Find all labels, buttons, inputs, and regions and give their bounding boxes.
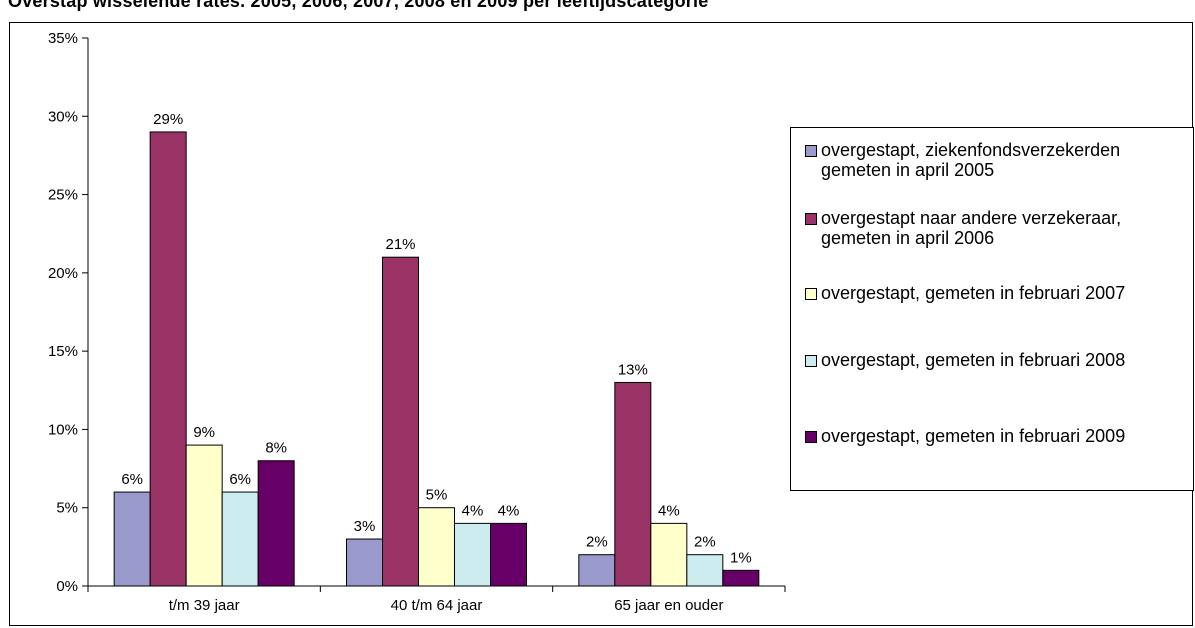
- y-tick-label: 20%: [48, 265, 78, 282]
- bars-group: [113, 131, 760, 587]
- legend-label-2008: overgestapt, gemeten in februari 2008: [821, 350, 1126, 370]
- y-tick-label: 5%: [56, 500, 78, 517]
- data-label: 5%: [426, 487, 448, 504]
- bar-series-5: [490, 522, 527, 587]
- bar-series-3: [185, 444, 223, 587]
- data-label: 4%: [462, 502, 484, 519]
- legend-item-2005: overgestapt, ziekenfondsverzekerden geme…: [805, 140, 1181, 180]
- legend-item-2009: overgestapt, gemeten in februari 2009: [805, 426, 1181, 446]
- data-label: 6%: [121, 471, 143, 488]
- legend: overgestapt, ziekenfondsverzekerden geme…: [790, 127, 1194, 491]
- data-label: 4%: [658, 502, 680, 519]
- bar-series-3: [418, 507, 455, 587]
- chart-title: Overstap wisselende rates. 2005, 2006, 2…: [8, 0, 709, 11]
- bar-series-1: [578, 554, 616, 587]
- legend-swatch-2005: [805, 145, 817, 157]
- data-label: 8%: [265, 440, 287, 457]
- bar-series-4: [686, 554, 724, 587]
- bar-series-3: [650, 522, 688, 587]
- legend-label-2009: overgestapt, gemeten in februari 2009: [821, 426, 1126, 446]
- data-label: 1%: [730, 549, 752, 566]
- bar-series-2: [149, 131, 187, 587]
- data-label: 29%: [153, 111, 183, 128]
- y-tick-label: 35%: [48, 30, 78, 47]
- legend-item-2007: overgestapt, gemeten in februari 2007: [805, 283, 1181, 303]
- legend-swatch-2007: [805, 288, 817, 300]
- y-tick-label: 10%: [48, 421, 78, 438]
- legend-item-2006: overgestapt naar andere verzekeraar, gem…: [805, 208, 1181, 248]
- x-category-label: 40 t/m 64 jaar: [391, 597, 483, 614]
- legend-label-2005: overgestapt, ziekenfondsverzekerden geme…: [821, 140, 1121, 180]
- legend-swatch-2008: [805, 355, 817, 367]
- data-label: 2%: [694, 534, 716, 551]
- data-label: 4%: [498, 502, 520, 519]
- bar-series-1: [346, 538, 383, 587]
- y-tick-label: 25%: [48, 187, 78, 204]
- y-tick-label: 15%: [48, 343, 78, 360]
- data-label: 21%: [385, 236, 415, 253]
- bar-series-2: [382, 256, 419, 587]
- bar-series-5: [722, 569, 760, 587]
- axes: 0% 5% 10% 15% 20% 25% 30% 35% t/m 39 jaar 40 t/m …: [48, 30, 786, 614]
- data-label: 13%: [618, 361, 648, 378]
- data-label: 9%: [193, 424, 215, 441]
- legend-label-2006: overgestapt naar andere verzekeraar, gem…: [821, 208, 1122, 248]
- bar-series-5: [257, 460, 295, 587]
- legend-label-2007: overgestapt, gemeten in februari 2007: [821, 283, 1126, 303]
- x-category-label: 65 jaar en ouder: [614, 597, 723, 614]
- legend-swatch-2006: [805, 213, 817, 225]
- data-label: 3%: [354, 518, 376, 535]
- bar-series-2: [614, 381, 652, 587]
- y-tick-label: 30%: [48, 108, 78, 125]
- bar-series-1: [113, 491, 151, 587]
- x-category-label: t/m 39 jaar: [169, 597, 240, 614]
- legend-swatch-2009: [805, 431, 817, 443]
- bar-series-4: [221, 491, 259, 587]
- data-label: 6%: [229, 471, 251, 488]
- y-tick-label: 0%: [56, 578, 78, 595]
- data-label: 2%: [586, 534, 608, 551]
- data-labels-group: 6% 29% 9% 6% 8% 3% 21% 5% 4% 4% 2% 13% 4% 2% 1%: [121, 111, 751, 566]
- bar-series-4: [454, 522, 491, 587]
- legend-item-2008: overgestapt, gemeten in februari 2008: [805, 350, 1181, 370]
